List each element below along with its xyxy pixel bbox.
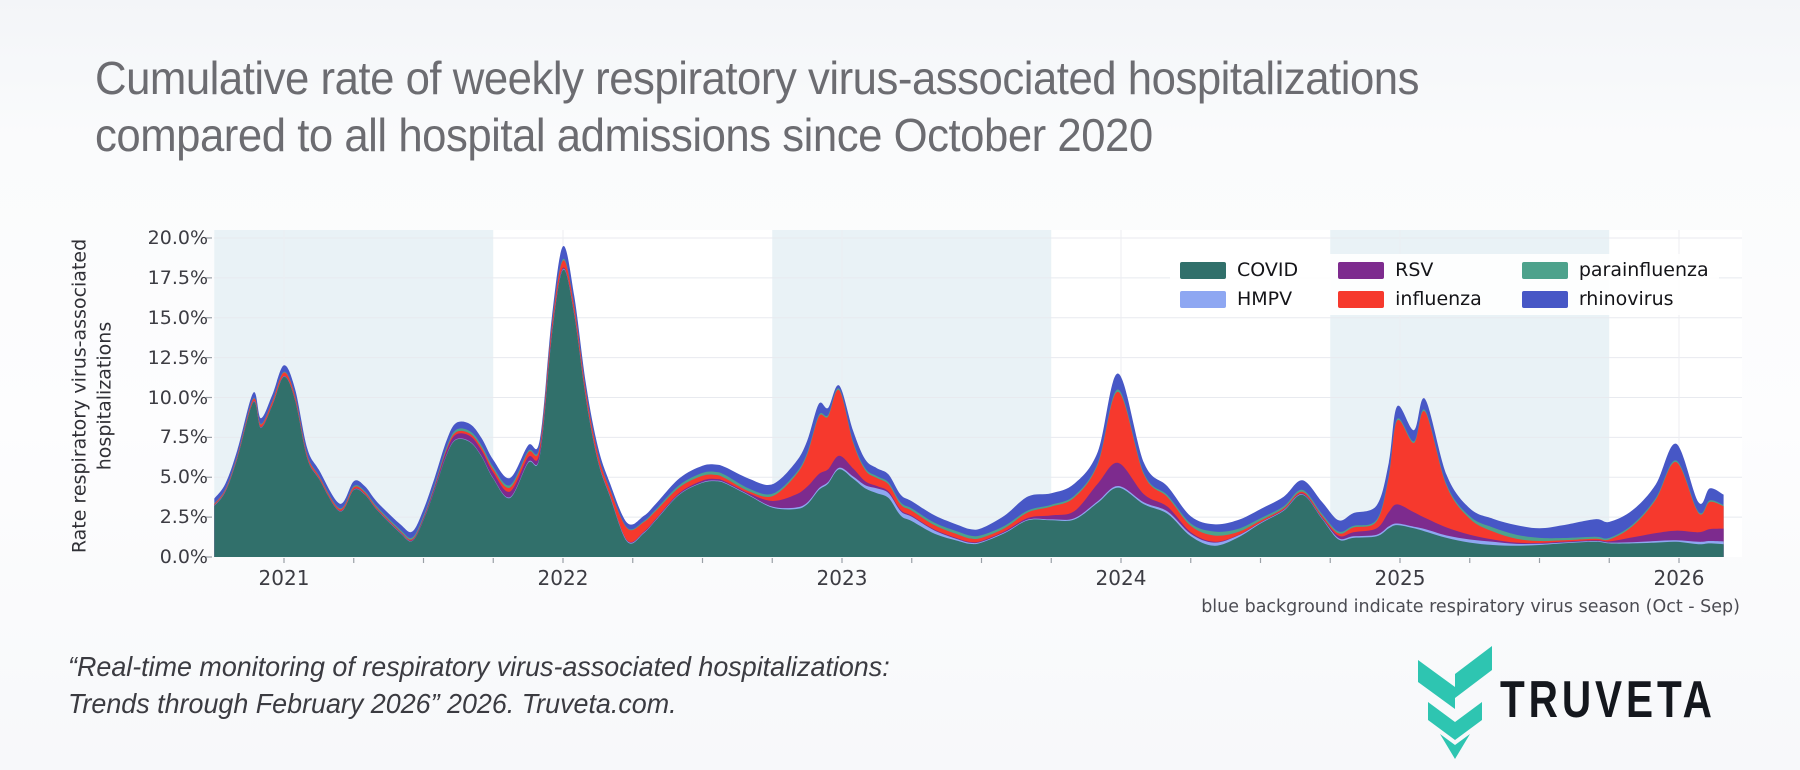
y-tick-label: 15.0%	[147, 306, 208, 329]
y-axis-title: Rate respiratory virus-associated hospit…	[68, 238, 115, 554]
page-title-line1: Cumulative rate of weekly respiratory vi…	[95, 52, 1419, 104]
legend-item-influenza: influenza	[1338, 288, 1482, 310]
legend-swatch-rhinovirus	[1521, 290, 1568, 308]
y-tick-label: 17.5%	[147, 266, 208, 289]
axis-tick-marks	[206, 237, 1680, 563]
citation-line2: Trends through February 2026” 2026. Truv…	[68, 688, 677, 720]
x-tick-label: 2021	[258, 566, 310, 590]
page-title: Cumulative rate of weekly respiratory vi…	[95, 50, 1419, 164]
legend-label: parainfluenza	[1578, 259, 1709, 281]
y-tick-label: 20.0%	[147, 227, 208, 249]
legend-label: RSV	[1395, 259, 1434, 281]
y-tick-label: 10.0%	[147, 386, 208, 409]
truveta-logo: TRUVETA	[1416, 646, 1746, 761]
chart-legend: COVID HMPV RSV influenza parainfluenza rhinov…	[1170, 254, 1719, 315]
x-tick-label: 2025	[1374, 566, 1426, 590]
legend-swatch-parainfluenza	[1521, 261, 1568, 279]
legend-label: COVID	[1237, 259, 1299, 281]
truveta-leaf-icon	[1418, 646, 1492, 759]
legend-swatch-rsv	[1338, 261, 1385, 279]
legend-label: HMPV	[1237, 288, 1293, 310]
truveta-logo-text: TRUVETA	[1500, 671, 1716, 729]
x-tick-label: 2023	[816, 566, 868, 590]
legend-item-hmpv: HMPV	[1180, 288, 1298, 310]
legend-swatch-covid	[1180, 261, 1226, 279]
season-note: blue background indicate respiratory vir…	[1201, 597, 1740, 617]
page-title-line2: compared to all hospital admissions sinc…	[95, 109, 1153, 162]
area-series	[214, 246, 1724, 557]
legend-item-rhinovirus: rhinovirus	[1521, 288, 1709, 310]
y-tick-label: 0.0%	[159, 546, 208, 568]
x-tick-label: 2024	[1095, 566, 1147, 590]
legend-label: rhinovirus	[1578, 288, 1674, 310]
y-tick-label: 12.5%	[147, 346, 208, 369]
legend-swatch-hmpv	[1180, 290, 1226, 308]
legend-label: influenza	[1395, 288, 1482, 310]
citation: “Real-time monitoring of respiratory vir…	[68, 648, 890, 722]
legend-item-parainfluenza: parainfluenza	[1521, 259, 1709, 281]
x-tick-label: 2026	[1653, 566, 1705, 590]
legend-swatch-influenza	[1338, 290, 1385, 308]
legend-item-covid: COVID	[1180, 259, 1298, 281]
x-tick-label: 2022	[537, 566, 589, 590]
citation-line1: “Real-time monitoring of respiratory vir…	[68, 651, 890, 682]
y-tick-label: 5.0%	[159, 466, 208, 489]
legend-item-rsv: RSV	[1338, 259, 1482, 281]
y-tick-label: 2.5%	[159, 506, 208, 529]
area-covid	[214, 269, 1724, 557]
y-tick-label: 7.5%	[159, 426, 208, 449]
